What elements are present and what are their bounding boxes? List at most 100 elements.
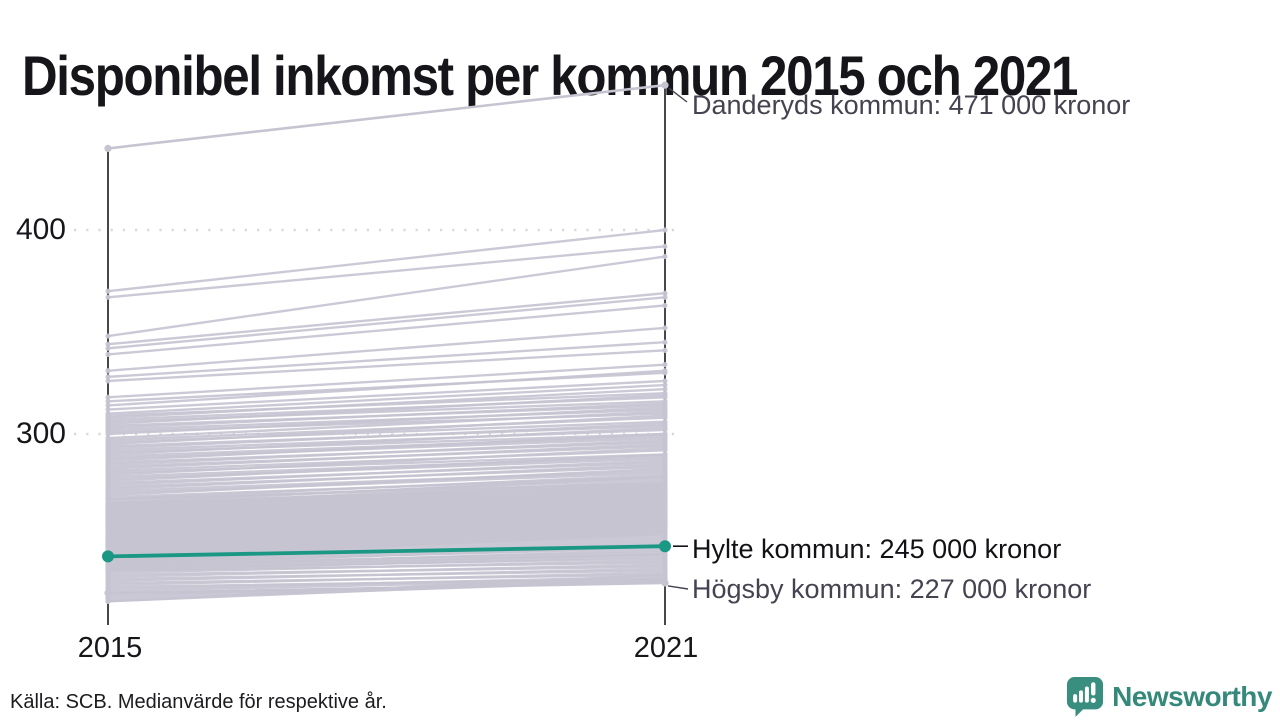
municipality-line [106,522,667,550]
municipality-line [106,422,667,450]
municipality-line [106,504,667,532]
municipality-line [106,383,667,415]
municipality-line [106,473,667,501]
source-note: Källa: SCB. Medianvärde för respektive å… [10,691,387,713]
municipality-line [106,571,667,587]
municipality-line [106,496,667,523]
municipality-line [106,245,667,299]
municipality-line [106,453,667,483]
line-endpoint [662,404,668,411]
municipality-line [106,487,667,515]
line-endpoint [662,253,668,260]
municipality-line [106,526,667,554]
line-endpoint [662,347,668,353]
newsworthy-logo[interactable]: Newsworthy [1066,676,1272,717]
municipality-line [106,447,667,476]
line-endpoint [105,378,111,384]
municipality-line [106,530,667,558]
page-title: Disponibel inkomst per kommun 2015 och 2… [22,43,1078,107]
hogsby-dot-2021 [661,579,669,587]
municipality-line [106,483,667,511]
municipality-line [106,518,667,546]
line-endpoint [662,437,668,443]
line-endpoint [662,413,668,419]
line-endpoint [662,392,668,398]
municipality-line [106,514,667,542]
line-endpoint [105,288,111,294]
line-endpoint [662,386,668,392]
municipality-line [106,510,667,538]
danderyd-dot-2021 [661,81,669,89]
line-endpoint [662,378,668,384]
municipality-line [106,432,667,462]
x-axis-tick-2015: 2015 [77,632,143,664]
municipality-line [106,524,667,552]
line-endpoint [105,406,111,413]
newsworthy-wordmark: Newsworthy [1112,680,1272,712]
line-endpoint [105,294,111,300]
municipality-line [106,481,667,509]
line-endpoint [662,325,668,331]
municipality-line [106,349,667,383]
hylte-highlight-line [107,544,666,559]
municipality-line [106,489,667,517]
line-endpoint [662,400,668,406]
municipality-line [106,520,667,548]
line-endpoint [662,302,668,309]
hogsby-dot-2015 [104,589,112,597]
line-endpoint [105,368,111,374]
hogsby-line [106,581,667,595]
line-endpoint [662,557,668,564]
line-endpoint [105,345,111,351]
municipality-line [106,228,667,293]
line-endpoint [662,227,668,233]
line-endpoint [662,408,668,415]
line-endpoint [105,374,111,380]
hogsby-leader [667,585,689,590]
line-endpoint [662,243,668,249]
line-endpoint [105,394,111,400]
line-endpoint [662,457,668,464]
line-endpoint [105,398,111,404]
annotation-danderyd: Danderyds kommun: 471 000 kronor [692,90,1131,120]
line-endpoint [662,421,668,427]
municipality-line [106,387,667,419]
municipality-line [106,414,667,446]
line-endpoint [105,333,111,339]
municipality-line [106,410,667,440]
line-endpoint [662,466,668,472]
municipality-line [106,463,667,491]
municipality-line [106,292,667,346]
line-endpoint [662,531,668,537]
municipality-line [106,326,667,372]
municipality-line [106,500,667,527]
municipality-line [106,402,667,430]
municipality-line [106,406,667,436]
line-endpoint [105,341,111,347]
municipality-line [106,479,667,507]
municipality-line [106,304,667,356]
municipality-line [106,559,667,574]
danderyd-leader [668,87,688,103]
line-endpoint [662,572,668,578]
line-endpoint [105,431,111,437]
municipality-line [106,341,667,379]
line-endpoint [662,445,668,451]
hylte-dot-2015 [102,550,114,563]
line-endpoint [662,339,668,345]
bar-chart-speech-bubble-icon [1067,677,1104,717]
hylte-dot-2021 [659,540,671,553]
municipality-line [106,459,667,487]
municipality-line [106,485,667,513]
municipality-line [106,491,667,519]
municipality-line [106,512,667,540]
line-endpoint [105,598,111,604]
y-axis-tick-400: 400 [15,213,66,246]
line-endpoint [662,561,668,568]
annotation-hylte: Hylte kommun: 245 000 kronor [692,534,1062,564]
municipality-line [106,528,667,556]
danderyd-dot-2015 [104,144,112,152]
y-axis-tick-300: 300 [15,417,66,450]
